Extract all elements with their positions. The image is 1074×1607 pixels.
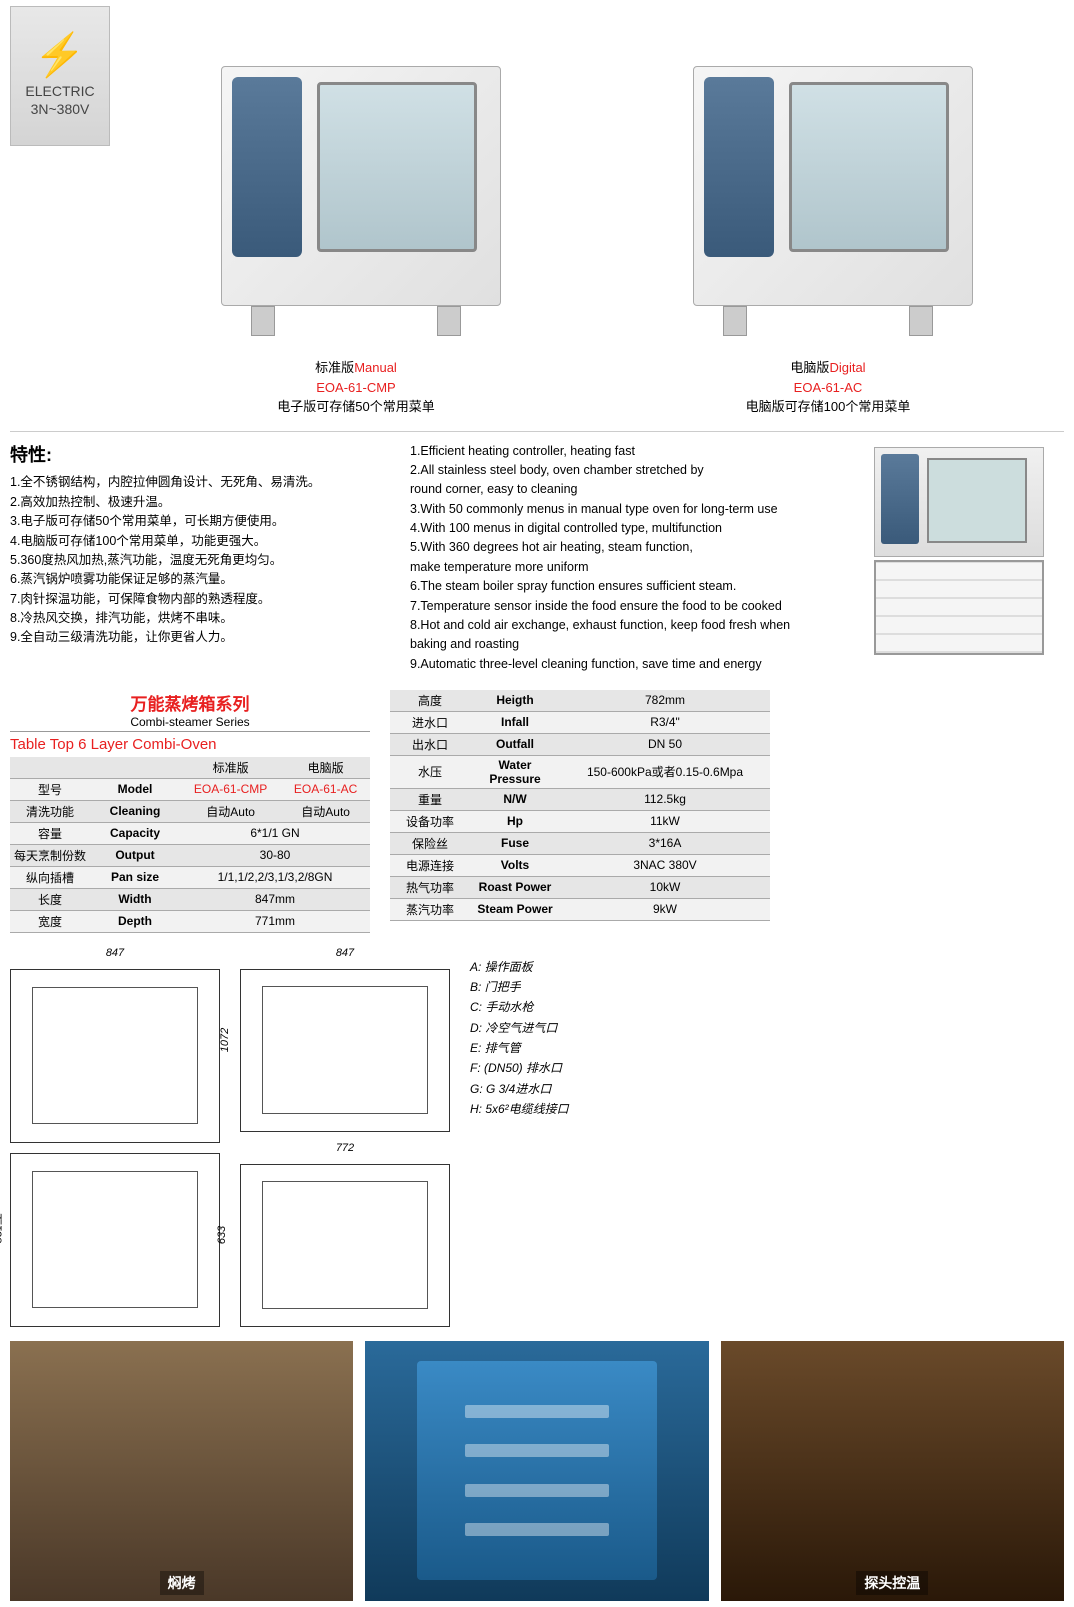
- legend-item: A: 操作面板: [470, 957, 690, 977]
- legend-item: C: 手动水枪: [470, 997, 690, 1017]
- feature-item: 1.全不锈钢结构，内腔拉伸圆角设计、无死角、易清洗。: [10, 473, 400, 492]
- feature-item: 5.With 360 degrees hot air heating, stea…: [410, 538, 810, 557]
- photo-label-1: 焖烤: [160, 1571, 204, 1595]
- feature-item: 2.All stainless steel body, oven chamber…: [410, 461, 810, 480]
- caption-cn: 标准版: [315, 360, 354, 375]
- feature-item: 9.全自动三级清洗功能，让你更省人力。: [10, 628, 400, 647]
- oven-caption-right: 电脑版Digital EOA-61-AC 电脑版可存储100个常用菜单: [746, 358, 911, 417]
- oven-caption-left: 标准版Manual EOA-61-CMP 电子版可存储50个常用菜单: [277, 358, 434, 417]
- photo-roasting: 焖烤: [10, 1341, 353, 1601]
- caption-model: EOA-61-CMP: [277, 378, 434, 398]
- feature-item: 6.The steam boiler spray function ensure…: [410, 577, 810, 596]
- feature-item: 3.With 50 commonly menus in manual type …: [410, 500, 810, 519]
- dim-height3: 1072: [219, 1028, 231, 1052]
- feature-item: 8.Hot and cold air exchange, exhaust fun…: [410, 616, 810, 635]
- dim-height2: 831±2: [0, 1213, 4, 1244]
- photo-label-3: 探头控温: [856, 1571, 928, 1595]
- feature-item: 6.蒸汽锅炉喷雾功能保证足够的蒸汽量。: [10, 570, 400, 589]
- feature-item: 7.Temperature sensor inside the food ens…: [410, 597, 810, 616]
- oven-image-left: [191, 36, 521, 346]
- caption-en: Manual: [354, 360, 397, 375]
- tables-row: 万能蒸烤箱系列 Combi-steamer Series Table Top 6…: [10, 690, 1064, 933]
- legend-item: D: 冷空气进气口: [470, 1018, 690, 1038]
- feature-item: 5.360度热风加热,蒸汽功能，温度无死角更均匀。: [10, 551, 400, 570]
- caption-desc: 电脑版可存储100个常用菜单: [746, 397, 911, 417]
- caption-cn: 电脑版: [790, 360, 829, 375]
- legend-item: H: 5x6²电缆线接口: [470, 1099, 690, 1119]
- dim-width: 847: [10, 947, 220, 959]
- series-sub: Table Top 6 Layer Combi-Oven: [10, 736, 370, 753]
- series-cn: 万能蒸烤箱系列: [10, 690, 370, 715]
- photo-probe: 探头控温: [721, 1341, 1064, 1601]
- feature-item: 9.Automatic three-level cleaning functio…: [410, 655, 810, 674]
- oven-on-stand: [854, 422, 1064, 682]
- spec-table-left: 万能蒸烤箱系列 Combi-steamer Series Table Top 6…: [10, 690, 370, 933]
- electric-voltage: 3N~380V: [25, 100, 94, 118]
- diagram-side: 847 1072 772 633: [240, 947, 450, 1327]
- feature-item: 7.肉针探温功能，可保障食物内部的熟透程度。: [10, 590, 400, 609]
- dim-depth2: 633: [216, 1226, 228, 1244]
- photo-touchscreen: [365, 1341, 708, 1601]
- oven-right: 电脑版Digital EOA-61-AC 电脑版可存储100个常用菜单: [663, 36, 993, 417]
- spec-table-left-body: 标准版电脑版型号ModelEOA-61-CMPEOA-61-AC清洗功能Clea…: [10, 757, 370, 933]
- series-en: Combi-steamer Series: [10, 715, 370, 732]
- top-section: ⚡ ELECTRIC 3N~380V 标准版Manual EOA-61-CMP …: [10, 6, 1064, 432]
- dim-height: 1072: [0, 1032, 1, 1056]
- electric-badge: ⚡ ELECTRIC 3N~380V: [10, 6, 110, 146]
- ovens-row: 标准版Manual EOA-61-CMP 电子版可存储50个常用菜单 电脑版Di…: [120, 6, 1064, 417]
- legend-item: E: 排气管: [470, 1038, 690, 1058]
- electric-title: ELECTRIC: [25, 82, 94, 100]
- photos-row: 焖烤 探头控温: [10, 1341, 1064, 1601]
- dim-depth: 772: [240, 1142, 450, 1154]
- feature-item: 4.With 100 menus in digital controlled t…: [410, 519, 810, 538]
- caption-en: Digital: [829, 360, 865, 375]
- diagrams-row: 847 1072 831±2 847 1072 772 633 A: 操作面板B…: [10, 947, 1064, 1327]
- feature-item: 8.冷热风交换，排汽功能，烘烤不串味。: [10, 609, 400, 628]
- feature-item: round corner, easy to cleaning: [410, 480, 810, 499]
- feature-item: make temperature more uniform: [410, 558, 810, 577]
- diagram-legend: A: 操作面板B: 门把手C: 手动水枪D: 冷空气进气口E: 排气管F: (D…: [470, 947, 690, 1327]
- features-title: 特性:: [10, 442, 400, 470]
- legend-item: F: (DN50) 排水口: [470, 1058, 690, 1078]
- feature-item: 4.电脑版可存储100个常用菜单，功能更强大。: [10, 532, 400, 551]
- series-header: 万能蒸烤箱系列 Combi-steamer Series: [10, 690, 370, 732]
- feature-item: 2.高效加热控制、极速升温。: [10, 493, 400, 512]
- feature-item: 1.Efficient heating controller, heating …: [410, 442, 810, 461]
- spec-table-right: 高度Heigth782mm进水口InfallR3/4"出水口OutfallDN …: [390, 690, 770, 921]
- feature-item: 3.电子版可存储50个常用菜单，可长期方便使用。: [10, 512, 400, 531]
- electric-text: ELECTRIC 3N~380V: [25, 82, 94, 118]
- diagram-front: 847 1072 831±2: [10, 947, 220, 1327]
- oven-left: 标准版Manual EOA-61-CMP 电子版可存储50个常用菜单: [191, 36, 521, 417]
- lightning-icon: ⚡: [34, 34, 86, 76]
- features-section: 特性: 1.全不锈钢结构，内腔拉伸圆角设计、无死角、易清洗。2.高效加热控制、极…: [10, 442, 1064, 682]
- feature-item: baking and roasting: [410, 635, 810, 654]
- features-right: 1.Efficient heating controller, heating …: [410, 442, 810, 682]
- caption-desc: 电子版可存储50个常用菜单: [277, 397, 434, 417]
- oven-image-right: [663, 36, 993, 346]
- legend-item: B: 门把手: [470, 977, 690, 997]
- caption-model: EOA-61-AC: [746, 378, 911, 398]
- features-left: 特性: 1.全不锈钢结构，内腔拉伸圆角设计、无死角、易清洗。2.高效加热控制、极…: [10, 442, 400, 682]
- spec-table-right-body: 高度Heigth782mm进水口InfallR3/4"出水口OutfallDN …: [390, 690, 770, 921]
- legend-item: G: G 3/4进水口: [470, 1079, 690, 1099]
- dim-width2: 847: [240, 947, 450, 959]
